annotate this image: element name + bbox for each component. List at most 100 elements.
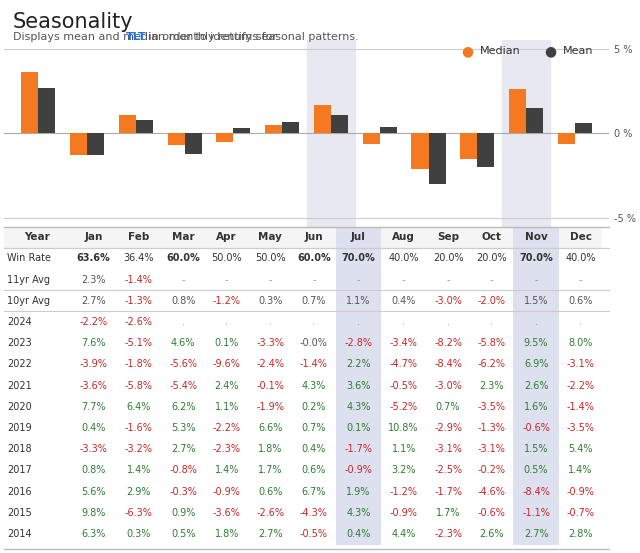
Text: 1.7%: 1.7% [436,508,460,518]
Bar [381,290,426,311]
Text: -1.2%: -1.2% [212,296,241,306]
Text: 0.6%: 0.6% [568,296,593,306]
Text: 0.4%: 0.4% [392,296,416,306]
Text: Oct: Oct [482,232,502,242]
Text: 6.4%: 6.4% [127,402,151,412]
Bar [381,248,426,269]
Bar [161,523,205,545]
Bar [205,439,248,460]
Text: -0.9%: -0.9% [344,466,372,476]
Bar [381,460,426,481]
Text: 4.3%: 4.3% [346,508,371,518]
Text: Mar: Mar [172,232,195,242]
Text: -0.0%: -0.0% [300,338,328,348]
Bar [426,439,470,460]
Text: 2.7%: 2.7% [81,296,106,306]
Bar [426,502,470,523]
Bar [116,396,161,418]
Text: -8.2%: -8.2% [434,338,462,348]
Bar [234,128,250,133]
Bar [335,248,381,269]
Text: -2.0%: -2.0% [477,296,506,306]
Text: -2.2%: -2.2% [79,317,108,327]
Bar [559,439,602,460]
Bar [381,311,426,332]
Bar [116,418,161,439]
Bar [292,248,335,269]
Bar [4,290,70,311]
Text: 11yr Avg: 11yr Avg [7,275,50,285]
Bar [116,290,161,311]
Bar [335,418,381,439]
Text: 60.0%: 60.0% [166,253,200,263]
Bar [70,481,116,502]
Text: .: . [312,317,316,327]
Bar [335,502,381,523]
Bar [4,227,70,248]
Text: Win Rate: Win Rate [7,253,51,263]
Bar [335,227,381,248]
Bar [70,418,116,439]
Text: -: - [579,275,582,285]
Text: 20.0%: 20.0% [433,253,463,263]
Bar [470,396,513,418]
Text: 2.6%: 2.6% [524,380,548,390]
Text: -2.2%: -2.2% [212,423,241,433]
Bar [559,523,602,545]
Bar [161,332,205,354]
Text: -: - [225,275,228,285]
Text: 1.1%: 1.1% [346,296,371,306]
Text: 6.6%: 6.6% [258,423,282,433]
Bar [292,418,335,439]
Text: 4.4%: 4.4% [392,529,416,539]
Bar [4,311,70,332]
Text: -3.6%: -3.6% [212,508,241,518]
Bar [4,269,70,290]
Text: -1.9%: -1.9% [257,402,284,412]
Text: Jan: Jan [84,232,102,242]
Bar [381,269,426,290]
Text: ●: ● [461,44,473,58]
Text: -1.4%: -1.4% [125,275,153,285]
Text: 0.4%: 0.4% [301,444,326,454]
Text: in order to identify seasonal patterns.: in order to identify seasonal patterns. [145,32,358,42]
Bar [513,481,559,502]
Bar [116,332,161,354]
Bar [381,227,426,248]
Text: -3.6%: -3.6% [79,380,108,390]
Text: -1.1%: -1.1% [522,508,550,518]
Text: Displays mean and median monthly returns for: Displays mean and median monthly returns… [13,32,280,42]
Bar [4,248,70,269]
Bar [513,418,559,439]
Text: 4.3%: 4.3% [346,402,371,412]
Bar [513,460,559,481]
Text: 1.9%: 1.9% [346,487,371,497]
Bar [70,332,116,354]
Text: 1.4%: 1.4% [214,466,239,476]
Text: 9.5%: 9.5% [524,338,548,348]
Text: -: - [446,275,450,285]
Text: 2.3%: 2.3% [479,380,504,390]
Bar [205,502,248,523]
Text: -3.5%: -3.5% [477,402,506,412]
Bar [513,311,559,332]
Text: 4.3%: 4.3% [301,380,326,390]
Text: -0.8%: -0.8% [169,466,197,476]
Bar [292,332,335,354]
Bar [248,269,292,290]
Text: -1.3%: -1.3% [125,296,153,306]
Bar [559,354,602,375]
Text: 0.5%: 0.5% [171,529,195,539]
Text: 2.7%: 2.7% [524,529,548,539]
Text: 2.8%: 2.8% [568,529,593,539]
Bar [292,481,335,502]
Bar [292,227,335,248]
Bar [335,481,381,502]
Text: .: . [356,317,360,327]
Bar [526,108,543,133]
Bar [335,523,381,545]
Bar [559,332,602,354]
Text: -3.5%: -3.5% [566,423,595,433]
Text: 2016: 2016 [7,487,32,497]
Bar [205,311,248,332]
